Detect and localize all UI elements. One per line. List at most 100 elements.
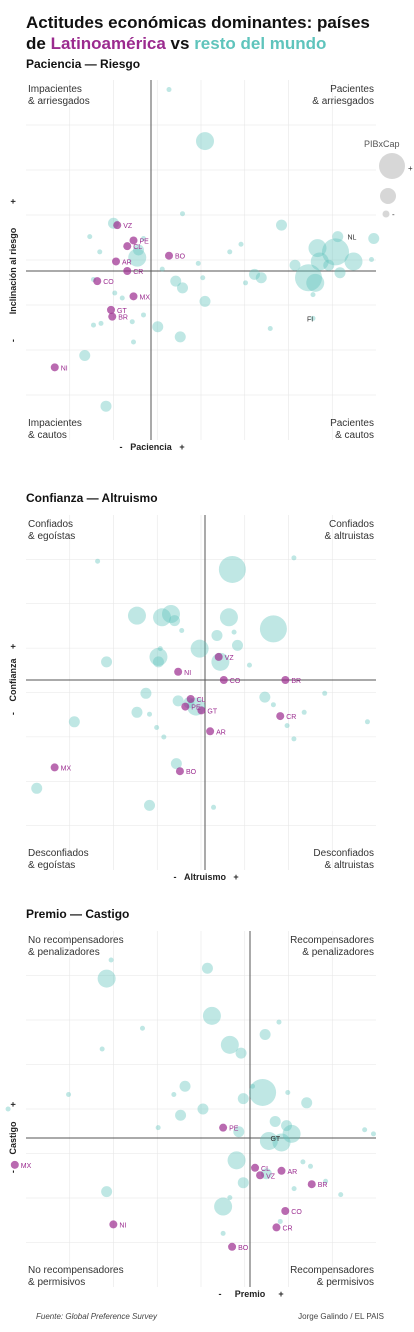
p3-rest-point: [197, 1103, 209, 1115]
p1-rest-point: [129, 319, 135, 325]
p1-rest-point: [308, 239, 327, 258]
p1-rest-point: [119, 295, 125, 301]
p3-latam-point-cl: [251, 1163, 260, 1172]
p3-ylabel-plus: +: [8, 1102, 18, 1107]
p1-rest-point: [289, 259, 301, 271]
p1-latam-label-gt: GT: [117, 308, 127, 315]
p1-rest-point: [276, 219, 287, 231]
p1-rest-point: [199, 295, 211, 307]
title-vs: vs: [165, 34, 195, 53]
p1-rest-label-fi: FI: [307, 316, 313, 323]
p3-rest-point: [101, 1186, 113, 1198]
p2-ylabel-plus: +: [8, 644, 18, 649]
p3-rest-point: [201, 962, 213, 974]
p3-quadrant-tl-1: No recompensadores: [28, 935, 124, 946]
p3-rest-point: [155, 1125, 161, 1131]
p3-rest-point: [179, 1080, 191, 1092]
p2-latam-label-co: CO: [230, 678, 241, 685]
p3-latam-point-ar: [277, 1166, 286, 1175]
p1-rest-point: [98, 320, 104, 326]
p1-latam-point-vz: [113, 221, 122, 230]
p3-rest-point: [285, 1089, 291, 1095]
p1-rest-point: [344, 252, 363, 271]
p2-rest-point: [301, 709, 307, 715]
p3-rest-point: [272, 1133, 291, 1152]
p1-rest-point: [238, 241, 244, 247]
p1-rest-point: [334, 267, 346, 279]
p1-latam-label-mx: MX: [140, 294, 151, 301]
p1-latam-point-ni: [50, 363, 59, 372]
p3-quadrant-bl-1: No recompensadores: [28, 1265, 124, 1276]
p1-rest-point: [249, 268, 260, 280]
p2-rest-point: [219, 608, 238, 627]
p2-rest-point: [149, 647, 168, 666]
credit-note: Jorge Galindo / EL PAIS: [298, 1312, 384, 1321]
legend-title: PIBxCap: [364, 139, 400, 149]
p2-quadrant-tl-1: Confiados: [28, 519, 73, 530]
p1-rest-label-nl: NL: [348, 235, 357, 242]
p2-ylabel-minus: -: [8, 712, 18, 715]
p2-rest-point: [231, 629, 237, 635]
p3-rest-point: [250, 1083, 256, 1089]
p3-xlabel-minus: -: [219, 1289, 222, 1299]
p1-latam-point-br: [108, 312, 117, 321]
p1-ylabel-group: - Inclinación al riesgo +: [8, 199, 18, 342]
p2-latam-point-bo: [175, 767, 184, 776]
p1-rest-point: [166, 87, 172, 93]
p3-latam-point-bo: [228, 1242, 237, 1251]
p2-rest-point: [68, 716, 80, 728]
p3-latam-label-ni: NI: [119, 1222, 126, 1229]
p3-rest-point: [220, 1035, 239, 1054]
p1-rest-point: [180, 211, 185, 217]
p2-latam-label-bo: BO: [186, 769, 197, 776]
p3-latam-label-cl: CL: [261, 1166, 270, 1173]
p2-rest-point: [101, 656, 113, 668]
p1-rest-point: [174, 331, 186, 343]
p3-rest-point: [370, 1131, 376, 1137]
p2-ylabel: Confianza: [8, 658, 18, 702]
p2-rest-point: [190, 639, 209, 658]
p1-rest-point: [267, 325, 273, 331]
p2-rest-point: [140, 687, 152, 699]
p3-latam-label-bo: BO: [238, 1245, 249, 1252]
p2-quadrant-bl-1: Desconfiados: [28, 848, 89, 859]
p3-latam-label-vz: VZ: [266, 1173, 276, 1180]
title-latam: Latinoamérica: [50, 34, 166, 53]
p3-rest-point: [227, 1151, 246, 1170]
p1-rest-point: [112, 290, 118, 296]
p1-latam-point-mx: [129, 292, 138, 301]
p2-rest-point: [31, 782, 43, 794]
p1-rest-point: [141, 236, 146, 242]
p3-quadrant-tr-1: Recompensadores: [290, 935, 374, 946]
p1-latam-label-co: CO: [103, 279, 114, 286]
p3-quadrant-bl-2: & permisivos: [28, 1277, 85, 1288]
p2-latam-point-ar: [206, 727, 215, 736]
p2-latam-label-cr: CR: [286, 714, 296, 721]
p1-rest-point: [97, 249, 103, 255]
p2-ylabel-group: - Confianza +: [8, 644, 18, 715]
p2-latam-label-vz: VZ: [225, 655, 235, 662]
p3-rest-point: [175, 1109, 187, 1121]
p1-rest-point: [310, 252, 329, 271]
p2-rest-point: [259, 615, 287, 643]
p1-latam-label-ni: NI: [61, 365, 68, 372]
p1-latam-point-cl: [123, 242, 132, 251]
p1-rest-point: [195, 260, 201, 266]
p3-rest-point: [139, 1025, 145, 1031]
p1-rest-point: [100, 400, 112, 412]
p2-quadrant-tr-1: Confiados: [329, 519, 374, 530]
p3-rest-point: [237, 1093, 249, 1105]
title-line-1: Actitudes económicas dominantes: países: [26, 13, 370, 32]
p3-latam-point-br: [307, 1180, 316, 1189]
p2-rest-point: [218, 555, 246, 583]
p2-rest-point: [170, 758, 182, 770]
p2-rest-point: [291, 555, 297, 561]
p3-ylabel-minus: -: [8, 1170, 18, 1173]
p2-rest-point: [179, 628, 185, 633]
p3-rest-point: [66, 1092, 72, 1098]
p3-quadrant-br-2: & permisivos: [317, 1277, 374, 1288]
p1-rest-point: [152, 321, 164, 333]
legend-medium-circle: [380, 188, 396, 204]
p1-latam-point-bo: [165, 251, 173, 260]
p1-rest-point: [91, 322, 96, 328]
